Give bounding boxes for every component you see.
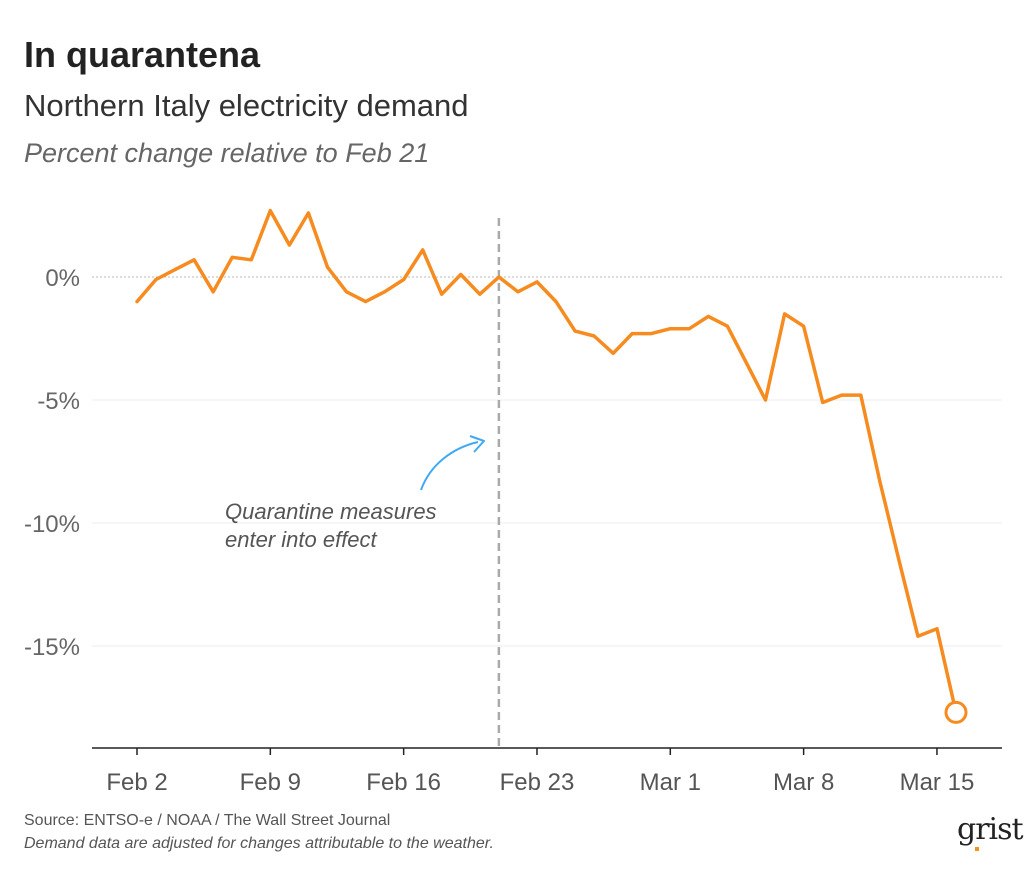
data-point xyxy=(840,393,844,397)
x-tick-label: Feb 2 xyxy=(106,769,167,796)
demand-line xyxy=(135,208,958,715)
data-point xyxy=(459,273,463,277)
data-point xyxy=(268,209,272,213)
data-point xyxy=(535,280,539,284)
data-point xyxy=(478,292,482,296)
annotation-text-line: enter into effect xyxy=(225,527,378,552)
annotation-arrowhead xyxy=(469,435,485,453)
x-tick-label: Feb 16 xyxy=(366,769,441,796)
gridlines xyxy=(92,276,1002,647)
x-tick-label: Mar 15 xyxy=(900,769,975,796)
y-tick-label: -10% xyxy=(24,511,80,538)
data-point xyxy=(345,290,349,294)
data-point xyxy=(897,558,901,562)
data-point xyxy=(440,292,444,296)
data-point xyxy=(783,312,787,316)
y-tick-label: 0% xyxy=(45,265,80,292)
data-point xyxy=(497,275,501,279)
x-tick-label: Mar 8 xyxy=(773,769,834,796)
data-point xyxy=(935,627,939,631)
logo-accent-dot xyxy=(975,847,979,851)
y-axis-ticks: 0% -5% -10% -15% xyxy=(24,265,80,661)
x-tick-label: Feb 9 xyxy=(240,769,301,796)
chart-subtitle: Northern Italy electricity demand xyxy=(24,88,469,123)
data-point xyxy=(364,300,368,304)
data-point xyxy=(764,398,768,402)
source-note: Source: ENTSO-e / NOAA / The Wall Street… xyxy=(24,812,391,829)
data-point xyxy=(249,258,253,262)
data-point xyxy=(421,248,425,252)
data-point xyxy=(706,314,710,318)
data-point xyxy=(325,265,329,269)
data-point xyxy=(630,332,634,336)
y-tick-label: -5% xyxy=(37,388,80,415)
data-point xyxy=(573,329,577,333)
data-point xyxy=(383,290,387,294)
data-point xyxy=(725,324,729,328)
data-point xyxy=(649,332,653,336)
chart-title: In quarantena xyxy=(24,34,261,75)
end-point-marker xyxy=(944,700,968,724)
data-point xyxy=(802,324,806,328)
chart-units-label: Percent change relative to Feb 21 xyxy=(24,138,430,168)
x-tick-label: Mar 1 xyxy=(640,769,701,796)
y-tick-label: -15% xyxy=(24,634,80,661)
data-point xyxy=(592,334,596,338)
data-point xyxy=(744,361,748,365)
data-point xyxy=(859,393,863,397)
data-point xyxy=(554,300,558,304)
data-point xyxy=(516,290,520,294)
data-point xyxy=(135,300,139,304)
data-point xyxy=(821,400,825,404)
data-point xyxy=(402,277,406,281)
data-point xyxy=(192,258,196,262)
annotation-text: Quarantine measures enter into effect xyxy=(225,499,437,552)
data-point xyxy=(687,327,691,331)
data-note: Demand data are adjusted for changes att… xyxy=(24,835,494,852)
data-point xyxy=(287,243,291,247)
x-axis-ticks: Feb 2 Feb 9 Feb 16 Feb 23 Mar 1 Mar 8 Mar 15 xyxy=(106,748,974,796)
series-layer xyxy=(135,208,968,724)
annotation-arrow xyxy=(420,441,479,491)
data-point xyxy=(916,634,920,638)
data-point xyxy=(611,351,615,355)
data-point xyxy=(668,327,672,331)
data-point xyxy=(154,277,158,281)
data-point xyxy=(878,479,882,483)
annotation-text-line: Quarantine measures xyxy=(225,499,437,524)
data-point xyxy=(230,255,234,259)
data-point xyxy=(306,211,310,215)
grist-logo: grist xyxy=(957,812,1024,847)
annotation-group: Quarantine measures enter into effect xyxy=(225,435,485,552)
data-point xyxy=(173,268,177,272)
x-tick-label: Feb 23 xyxy=(500,769,575,796)
data-point xyxy=(211,290,215,294)
